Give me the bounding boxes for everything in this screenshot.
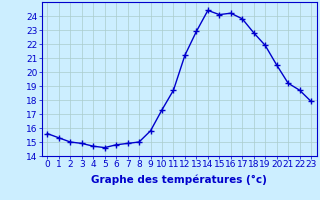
X-axis label: Graphe des températures (°c): Graphe des températures (°c) (91, 175, 267, 185)
